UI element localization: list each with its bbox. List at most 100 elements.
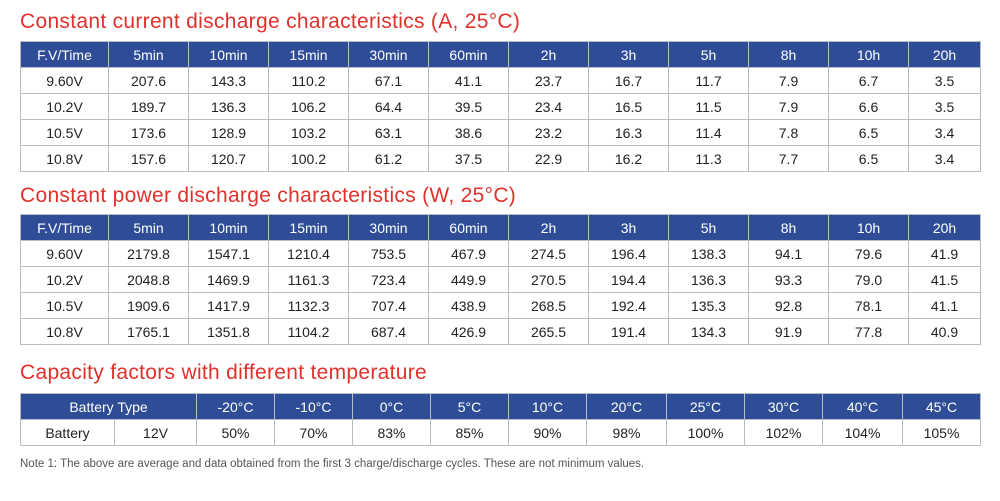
table-cell: 37.5 <box>428 145 509 172</box>
table-cell: 83% <box>352 419 431 446</box>
table-cell: 1210.4 <box>268 240 349 267</box>
table-cell: 2048.8 <box>108 266 189 293</box>
table-cell: 194.4 <box>588 266 669 293</box>
table-cell: 10.8V <box>20 318 109 345</box>
table-cell: 61.2 <box>348 145 429 172</box>
table-cell: 10.2V <box>20 93 109 120</box>
header-cell: 2h <box>508 41 589 68</box>
table-cell: 50% <box>196 419 275 446</box>
header-cell: F.V/Time <box>20 214 109 241</box>
table-cell: 41.5 <box>908 266 981 293</box>
table-cell: 11.5 <box>668 93 749 120</box>
table-cell: 753.5 <box>348 240 429 267</box>
table-row: 9.60V 207.6 143.3 110.2 67.1 41.1 23.7 1… <box>20 67 981 94</box>
table-cell: 120.7 <box>188 145 269 172</box>
capacity-factors-table: Battery Type -20°C -10°C 0°C 5°C 10°C 20… <box>20 393 981 446</box>
table-cell: 9.60V <box>20 240 109 267</box>
table-cell: 265.5 <box>508 318 589 345</box>
table-cell: 79.6 <box>828 240 909 267</box>
table-cell: 1161.3 <box>268 266 349 293</box>
table-row: 10.5V 1909.6 1417.9 1132.3 707.4 438.9 2… <box>20 292 981 319</box>
table-cell: 39.5 <box>428 93 509 120</box>
header-cell: 30min <box>348 41 429 68</box>
table-row: Battery 12V 50% 70% 83% 85% 90% 98% 100%… <box>20 419 981 446</box>
table-cell: 1104.2 <box>268 318 349 345</box>
table-cell: 7.8 <box>748 119 829 146</box>
table-cell: 9.60V <box>20 67 109 94</box>
table-cell: 723.4 <box>348 266 429 293</box>
table-cell: 93.3 <box>748 266 829 293</box>
header-cell: F.V/Time <box>20 41 109 68</box>
current-header-row: F.V/Time 5min 10min 15min 30min 60min 2h… <box>20 41 981 68</box>
header-cell: 20h <box>908 41 981 68</box>
header-cell: 10min <box>188 214 269 241</box>
table-cell: 438.9 <box>428 292 509 319</box>
header-cell: -20°C <box>196 393 275 420</box>
header-cell: 20h <box>908 214 981 241</box>
header-cell: 8h <box>748 41 829 68</box>
table-cell: 16.3 <box>588 119 669 146</box>
table-cell: 192.4 <box>588 292 669 319</box>
table-cell: 1547.1 <box>188 240 269 267</box>
table-cell: 10.8V <box>20 145 109 172</box>
header-cell: 5h <box>668 41 749 68</box>
header-cell: 10h <box>828 214 909 241</box>
table-cell: 7.9 <box>748 93 829 120</box>
table-cell: 23.7 <box>508 67 589 94</box>
table-cell: 6.6 <box>828 93 909 120</box>
table-cell: 22.9 <box>508 145 589 172</box>
table-cell: 143.3 <box>188 67 269 94</box>
header-cell: 5°C <box>430 393 509 420</box>
table-cell: 11.7 <box>668 67 749 94</box>
table-cell: 79.0 <box>828 266 909 293</box>
table-cell: 189.7 <box>108 93 189 120</box>
table-cell: 78.1 <box>828 292 909 319</box>
table-cell: 64.4 <box>348 93 429 120</box>
header-cell: 5min <box>108 41 189 68</box>
table-cell: 135.3 <box>668 292 749 319</box>
table-cell: 23.2 <box>508 119 589 146</box>
table-cell: 3.5 <box>908 67 981 94</box>
table-cell: 3.4 <box>908 145 981 172</box>
table-cell: 106.2 <box>268 93 349 120</box>
table-cell: 426.9 <box>428 318 509 345</box>
table-cell: Battery <box>20 419 115 446</box>
table-row: 10.8V 157.6 120.7 100.2 61.2 37.5 22.9 1… <box>20 145 981 172</box>
table-cell: 16.2 <box>588 145 669 172</box>
table-cell: 100% <box>666 419 745 446</box>
header-cell: 40°C <box>822 393 903 420</box>
table-row: 10.2V 2048.8 1469.9 1161.3 723.4 449.9 2… <box>20 266 981 293</box>
table-cell: 100.2 <box>268 145 349 172</box>
table-cell: 1765.1 <box>108 318 189 345</box>
table-cell: 207.6 <box>108 67 189 94</box>
table-cell: 11.3 <box>668 145 749 172</box>
table-cell: 94.1 <box>748 240 829 267</box>
header-cell: 15min <box>268 41 349 68</box>
header-cell: 8h <box>748 214 829 241</box>
table-cell: 173.6 <box>108 119 189 146</box>
table-cell: 102% <box>744 419 823 446</box>
power-discharge-table: F.V/Time 5min 10min 15min 30min 60min 2h… <box>20 214 981 345</box>
table-cell: 707.4 <box>348 292 429 319</box>
table-cell: 105% <box>902 419 981 446</box>
table-cell: 467.9 <box>428 240 509 267</box>
table-cell: 3.4 <box>908 119 981 146</box>
table-cell: 77.8 <box>828 318 909 345</box>
table-cell: 136.3 <box>188 93 269 120</box>
header-cell: 10h <box>828 41 909 68</box>
table-cell: 7.9 <box>748 67 829 94</box>
table-cell: 23.4 <box>508 93 589 120</box>
header-cell: 3h <box>588 41 669 68</box>
table-cell: 70% <box>274 419 353 446</box>
table-cell: 110.2 <box>268 67 349 94</box>
table-row: 10.8V 1765.1 1351.8 1104.2 687.4 426.9 2… <box>20 318 981 345</box>
table-cell: 91.9 <box>748 318 829 345</box>
power-discharge-title: Constant power discharge characteristics… <box>20 184 517 207</box>
table-cell: 85% <box>430 419 509 446</box>
current-discharge-title: Constant current discharge characteristi… <box>20 10 521 33</box>
table-cell: 7.7 <box>748 145 829 172</box>
table-cell: 10.5V <box>20 119 109 146</box>
table-cell: 40.9 <box>908 318 981 345</box>
header-cell: 45°C <box>902 393 981 420</box>
table-cell: 41.1 <box>908 292 981 319</box>
